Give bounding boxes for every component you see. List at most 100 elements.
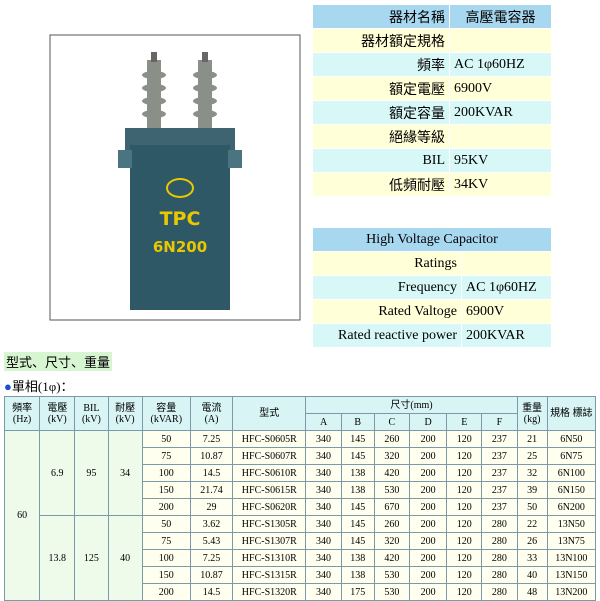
cell: 5.43 [189,532,234,550]
cell: 120 [446,549,483,567]
cell: 150 [141,566,191,584]
column-label: BIL [83,402,100,414]
table-row: 13.8 125 40 50 3.62 HFC-S1305R 340 145 260 200 120… [5,515,597,601]
cell: 150 [141,481,191,499]
cell: 10.87 [189,447,234,465]
cell: HFC-S0605R [232,430,307,448]
cell: 13N75 [546,532,597,550]
cell: 40 [516,566,548,584]
cell: 530 [373,481,410,499]
dimension-header: A [305,413,342,431]
spec-row: Rated Valtoge 6900V [313,300,551,323]
column-label: 重量 [522,402,543,414]
section-title: 型式、尺寸、重量 [4,352,113,371]
column-unit: (kV) [115,413,135,425]
column-label: 容量 [156,402,177,414]
column-unit: (kVAR) [150,413,183,425]
spec-value: AC 1φ60HZ [462,276,551,299]
cell: 13N100 [546,549,597,567]
spec-value: 高壓電容器 [450,5,551,28]
spec-row: 器材名稱 高壓電容器 [313,5,551,28]
product-image: TPC 6N200 [49,34,301,321]
spec-value: 200KVAR [450,101,551,124]
cell: 280 [481,566,518,584]
column-label: 電壓 [47,402,68,414]
spec-label: Ratings [313,252,461,275]
capacitor-body [130,145,230,310]
cell: 200 [408,515,448,533]
cell: 120 [446,532,483,550]
cell: 280 [481,515,518,533]
cell: 145 [340,515,375,533]
cell: 420 [373,549,410,567]
spec-table: 器材名稱 高壓電容器 器材額定規格 頻率 AC 1φ60HZ 額定電壓 6900V 額定容量 2… [312,4,552,197]
column-header: BIL (kV) [74,396,109,431]
cell: HFC-S1320R [232,583,307,601]
cell: 6N50 [546,430,597,448]
cell: 7.25 [189,549,234,567]
cell: 237 [481,481,518,499]
column-unit: (Hz) [12,413,32,425]
cell: 120 [446,498,483,516]
spec-label: 器材名稱 [313,5,449,28]
cell: 13N50 [546,515,597,533]
cell: 200 [408,464,448,482]
dimension-header: B [340,413,375,431]
cell: 120 [446,464,483,482]
column-header: 規格 標誌 [546,396,597,431]
column-header: 電壓 (kV) [39,396,76,431]
spec-row: High Voltage Capacitor [313,228,551,251]
cell: 3.62 [189,515,234,533]
spec-label: 器材額定規格 [313,29,449,52]
dimension-header: F [481,413,518,431]
column-label: 尺寸(mm) [390,399,433,411]
table-row: 200 29 HFC-S0620R 340 145 670 200 120 237 50 6N200 [5,498,597,516]
cell: 22 [516,515,548,533]
cell: 120 [446,583,483,601]
cell: 75 [141,532,191,550]
spec-label: 額定容量 [313,101,449,124]
column-label: 頻率 [12,402,33,414]
cell: 48 [516,583,548,601]
cell: 7.25 [189,430,234,448]
column-label: 規格 標誌 [550,408,593,419]
bullet: ● [4,379,12,394]
cell: 29 [189,498,234,516]
cell: 6N150 [546,481,597,499]
spec-row: 頻率 AC 1φ60HZ [313,53,551,76]
spec-row: Rated reactive power 200KVAR [313,324,551,347]
cell: 10.87 [189,566,234,584]
spec-label: 低頻耐壓 [313,173,449,196]
spec-row: 低頻耐壓 34KV [313,173,551,196]
withstand-cell: 40 [107,515,143,601]
spec-row: 額定電壓 6900V [313,77,551,100]
cell: 138 [340,464,375,482]
cell: 145 [340,447,375,465]
voltage-cell: 6.9 [39,430,76,516]
table-row: 60 6.9 95 34 50 7.25 HFC-S0605R 340 145 260 200 120… [3,430,597,601]
cell: 50 [141,515,191,533]
dimension-header: E [446,413,483,431]
cell: 200 [408,566,448,584]
cell: 237 [481,498,518,516]
spec-value: 6900V [462,300,551,323]
bil-cell: 125 [74,515,109,601]
cell: 200 [408,498,448,516]
cell: 200 [408,532,448,550]
cell: HFC-S0607R [232,447,307,465]
column-label: 電流 [201,402,222,414]
withstand-cell: 34 [107,430,143,516]
cell: 145 [340,430,375,448]
cell: 340 [305,583,342,601]
cell: 21.74 [189,481,234,499]
cell: 530 [373,566,410,584]
cell: 120 [446,430,483,448]
cell: 50 [141,430,191,448]
cell: 260 [373,515,410,533]
spec-value: 95KV [450,149,551,172]
cell: 280 [481,549,518,567]
cell: 13N150 [546,566,597,584]
spec-table: High Voltage Capacitor Ratings Frequency AC… [312,227,552,348]
cell: 340 [305,447,342,465]
cell: HFC-S1315R [232,566,307,584]
